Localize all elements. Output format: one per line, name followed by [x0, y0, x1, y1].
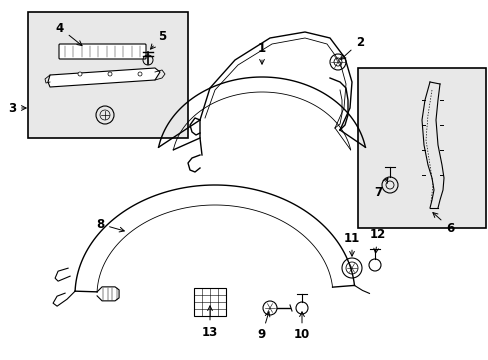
FancyBboxPatch shape: [59, 44, 146, 59]
Circle shape: [78, 72, 82, 76]
Bar: [357, 68, 485, 228]
Text: 9: 9: [257, 312, 269, 342]
Text: 13: 13: [202, 306, 218, 338]
Text: 1: 1: [257, 41, 265, 64]
Text: 7: 7: [373, 178, 387, 199]
Text: 2: 2: [340, 36, 364, 59]
Text: 12: 12: [369, 229, 386, 253]
Text: 10: 10: [293, 312, 309, 342]
Text: 3: 3: [8, 102, 26, 114]
Bar: [28, 12, 187, 138]
Text: 11: 11: [343, 231, 359, 256]
Bar: [194, 288, 225, 316]
Circle shape: [138, 72, 142, 76]
Text: 4: 4: [56, 22, 82, 46]
Text: 5: 5: [150, 30, 166, 49]
Text: 8: 8: [96, 217, 124, 232]
Circle shape: [108, 72, 112, 76]
Text: 6: 6: [432, 213, 453, 234]
Polygon shape: [48, 68, 160, 87]
